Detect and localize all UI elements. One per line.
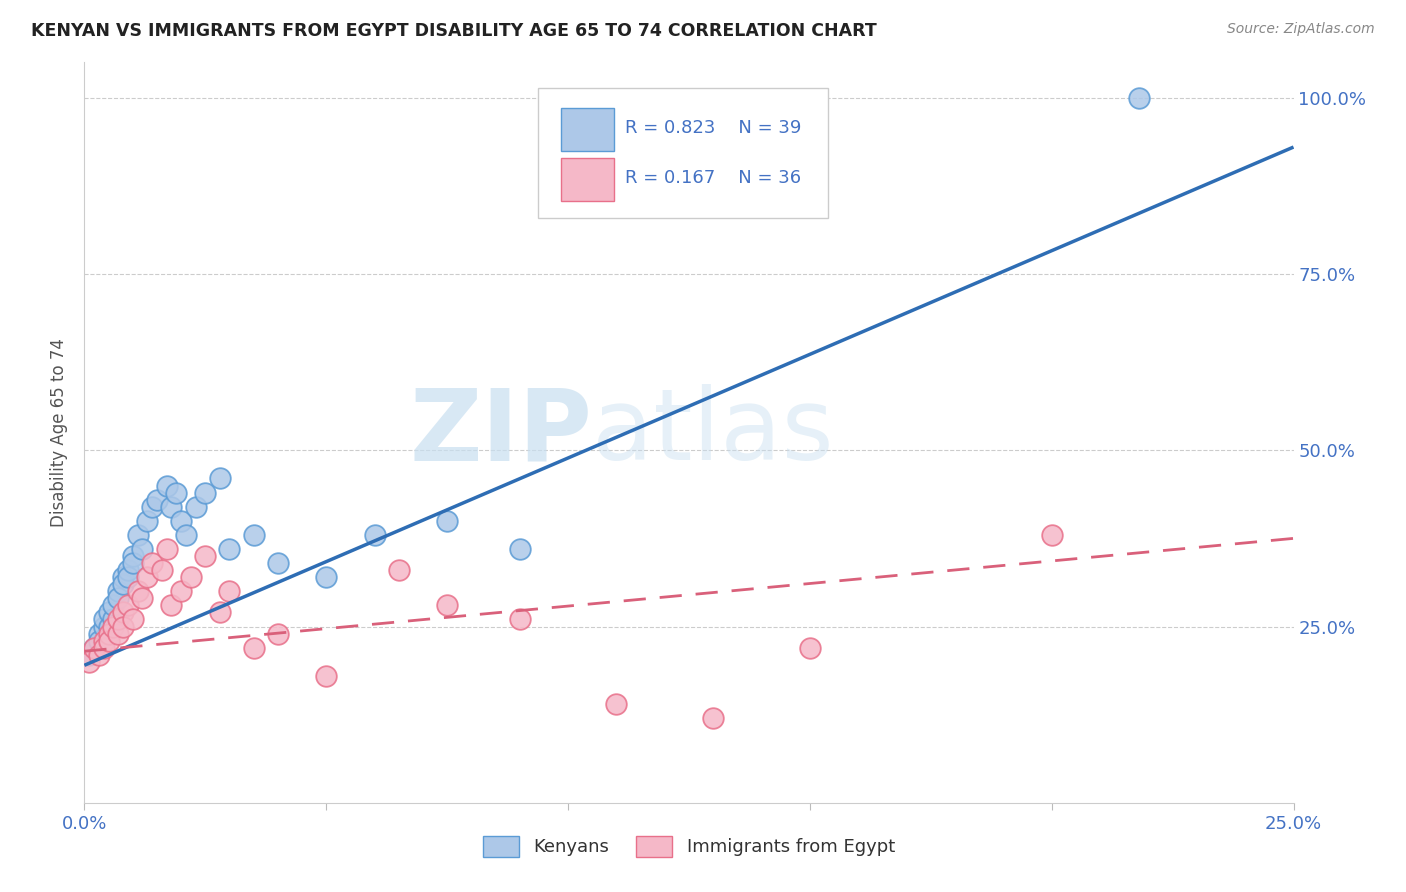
Point <box>267 626 290 640</box>
Point <box>107 612 129 626</box>
Point <box>218 541 240 556</box>
Point <box>112 570 135 584</box>
Point <box>127 584 149 599</box>
Point <box>93 633 115 648</box>
Point <box>388 563 411 577</box>
Point <box>208 471 231 485</box>
Point <box>87 648 110 662</box>
Text: R = 0.167    N = 36: R = 0.167 N = 36 <box>624 169 801 187</box>
Point <box>315 669 337 683</box>
Point <box>87 626 110 640</box>
Point <box>97 606 120 620</box>
Point <box>87 633 110 648</box>
Point <box>509 541 531 556</box>
Legend: Kenyans, Immigrants from Egypt: Kenyans, Immigrants from Egypt <box>475 829 903 864</box>
Point <box>93 619 115 633</box>
Point <box>112 606 135 620</box>
Point <box>112 619 135 633</box>
Point <box>107 584 129 599</box>
Point <box>170 514 193 528</box>
Point <box>150 563 173 577</box>
Point <box>121 549 143 563</box>
Point <box>160 500 183 514</box>
Point <box>97 619 120 633</box>
Point <box>315 570 337 584</box>
FancyBboxPatch shape <box>561 108 614 151</box>
Point <box>103 619 125 633</box>
Point <box>121 556 143 570</box>
Point <box>83 640 105 655</box>
Point <box>218 584 240 599</box>
Point <box>799 640 821 655</box>
Point <box>83 640 105 655</box>
Text: Source: ZipAtlas.com: Source: ZipAtlas.com <box>1227 22 1375 37</box>
Point <box>141 556 163 570</box>
Point <box>165 485 187 500</box>
Point <box>112 577 135 591</box>
Point <box>107 591 129 606</box>
Point <box>93 640 115 655</box>
Point <box>605 697 627 711</box>
Point <box>127 528 149 542</box>
Point <box>97 626 120 640</box>
Point <box>267 556 290 570</box>
Text: atlas: atlas <box>592 384 834 481</box>
Point <box>242 640 264 655</box>
Point <box>131 541 153 556</box>
Point <box>180 570 202 584</box>
Point <box>131 591 153 606</box>
Point <box>242 528 264 542</box>
Point <box>103 599 125 613</box>
Point <box>117 570 139 584</box>
Point <box>174 528 197 542</box>
Point <box>184 500 207 514</box>
Point <box>136 514 159 528</box>
Point <box>155 478 177 492</box>
Point <box>194 485 217 500</box>
Point <box>155 541 177 556</box>
Point <box>93 612 115 626</box>
FancyBboxPatch shape <box>561 159 614 202</box>
Point <box>436 599 458 613</box>
Text: ZIP: ZIP <box>409 384 592 481</box>
Point <box>117 563 139 577</box>
Point <box>103 612 125 626</box>
Point <box>117 599 139 613</box>
Point <box>1040 528 1063 542</box>
Point <box>77 655 100 669</box>
Point <box>141 500 163 514</box>
Point <box>194 549 217 563</box>
Point <box>146 492 169 507</box>
Point <box>1128 91 1150 105</box>
Point <box>363 528 385 542</box>
FancyBboxPatch shape <box>538 88 828 218</box>
Point <box>170 584 193 599</box>
Point <box>509 612 531 626</box>
Point <box>121 612 143 626</box>
Text: R = 0.823    N = 39: R = 0.823 N = 39 <box>624 119 801 136</box>
Point <box>136 570 159 584</box>
Text: KENYAN VS IMMIGRANTS FROM EGYPT DISABILITY AGE 65 TO 74 CORRELATION CHART: KENYAN VS IMMIGRANTS FROM EGYPT DISABILI… <box>31 22 877 40</box>
Y-axis label: Disability Age 65 to 74: Disability Age 65 to 74 <box>51 338 69 527</box>
Point <box>107 626 129 640</box>
Point <box>97 633 120 648</box>
Point <box>160 599 183 613</box>
Point <box>702 711 724 725</box>
Point <box>436 514 458 528</box>
Point <box>208 606 231 620</box>
Point <box>77 648 100 662</box>
